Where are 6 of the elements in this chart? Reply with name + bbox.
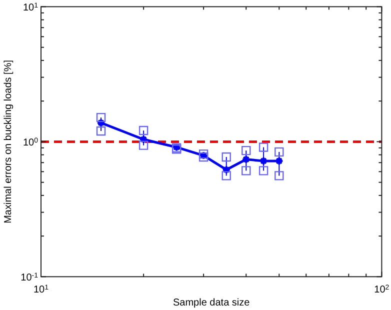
y-tick-label: 10$^{1}$ [22,2,38,14]
y-tick-label: 10$^{-1}$ [20,272,38,284]
x-tick-label: 10$^{2}$ [374,284,390,296]
y-tick-label: 10$^{0}$ [22,137,38,149]
y-axis-title: Maximal errors on buckling loads [%] [3,60,14,224]
x-axis-title: Sample data size [172,298,250,309]
